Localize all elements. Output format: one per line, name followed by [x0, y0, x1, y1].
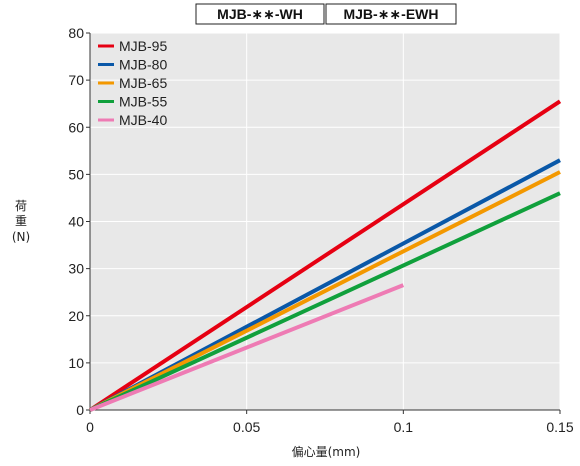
y-tick-label: 20	[68, 308, 84, 324]
y-axis-title-line: (N)	[12, 230, 30, 244]
y-tick-label: 30	[68, 261, 84, 277]
y-tick-label: 50	[68, 166, 84, 182]
legend: MJB-95 MJB-80 MJB-65 MJB-55 MJB-40	[98, 38, 167, 128]
series-lines	[88, 99, 562, 412]
y-tick-label: 80	[68, 25, 84, 41]
title-box	[195, 3, 325, 25]
axes: 0 10 20 30 40 50 60 70 80 0 0.05 0.1 0.15	[68, 25, 573, 435]
y-tick-label: 40	[68, 214, 84, 230]
title-box-label: MJB-∗∗-WH	[217, 6, 303, 22]
legend-label: MJB-95	[119, 38, 167, 54]
y-axis-title-line: 荷	[15, 199, 27, 213]
x-tick-label: 0	[86, 419, 94, 435]
y-tick-label: 0	[76, 402, 84, 418]
legend-label: MJB-55	[119, 94, 167, 110]
legend-label: MJB-80	[119, 57, 167, 73]
y-tick-label: 60	[68, 119, 84, 135]
title-box	[325, 3, 457, 25]
legend-label: MJB-40	[119, 112, 167, 128]
y-axis-title-line: 重	[15, 214, 27, 228]
series-line-mjb-65	[89, 170, 561, 412]
y-axis-title: 荷重 (N)	[12, 199, 30, 244]
x-tick-label: 0.15	[546, 419, 573, 435]
x-tick-label: 0.1	[394, 419, 414, 435]
series-line-mjb-55	[89, 191, 561, 412]
grid	[90, 32, 561, 410]
title-box-label: MJB-∗∗-EWH	[343, 6, 438, 22]
series-line-mjb-40	[89, 283, 405, 412]
y-tick-label: 10	[68, 355, 84, 371]
legend-label: MJB-65	[119, 75, 167, 91]
x-axis-title: 偏心量(mm)	[292, 444, 361, 459]
title-boxes: MJB-∗∗-WH MJB-∗∗-EWH	[195, 3, 457, 25]
series-line-mjb-95	[88, 99, 562, 412]
y-tick-label: 70	[68, 72, 84, 88]
x-tick-label: 0.05	[233, 419, 260, 435]
